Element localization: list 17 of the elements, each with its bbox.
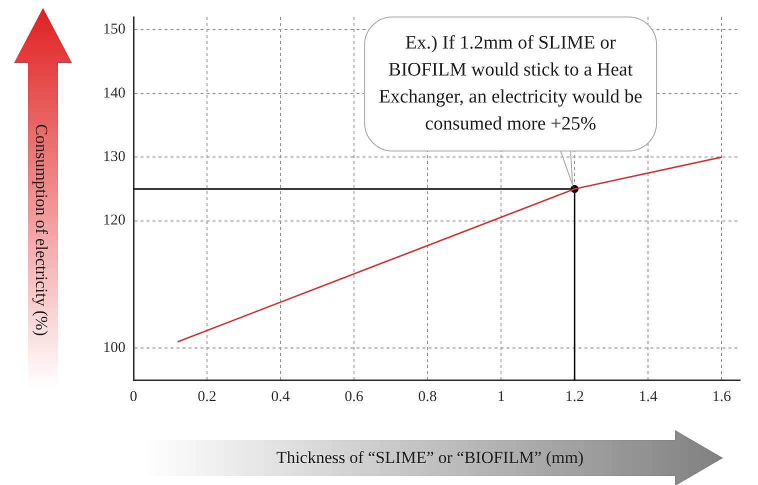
x-axis-title: Thickness of “SLIME” or “BIOFILM” (mm): [275, 447, 585, 469]
y-tick-label: 130: [103, 149, 126, 166]
x-tick-label: 1: [497, 388, 505, 405]
x-tick-label: 0: [130, 388, 138, 405]
y-tick-label: 140: [103, 85, 126, 102]
x-tick-label: 0.6: [344, 388, 364, 405]
x-tick-label: 0.8: [418, 388, 437, 405]
y-tick-label: 120: [103, 212, 126, 229]
y-axis-title: Consumption of electricity (%): [31, 124, 52, 336]
x-tick-label: 1.2: [565, 388, 584, 405]
y-tick-label: 150: [103, 22, 126, 38]
x-tick-label: 1.6: [712, 388, 732, 405]
x-tick-label: 0.2: [198, 388, 216, 405]
x-tick-label: 0.4: [271, 388, 290, 405]
annotation: Ex.) If 1.2mm of SLIME or BIOFILM would stick to a Heat Exchanger, an electricity would be consumed more +25%: [378, 32, 642, 134]
y-tick-label: 100: [103, 340, 126, 356]
x-tick-label: 1.4: [638, 388, 658, 405]
